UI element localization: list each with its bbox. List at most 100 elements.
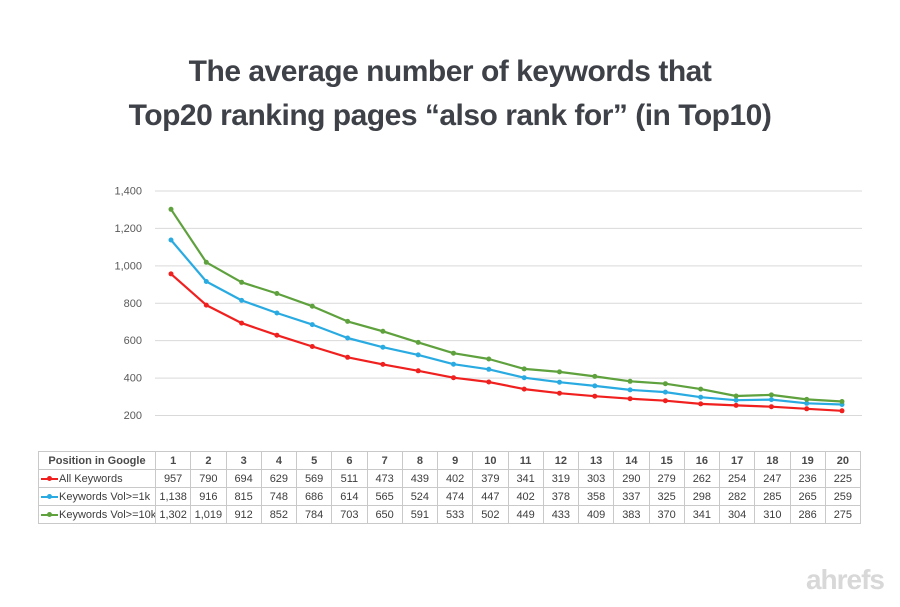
position-header-cell: 18 [754,451,791,470]
data-point [698,386,704,392]
table-row: Keywords Vol>=10k 1,302 1,019 912 852 784 703 6… [38,505,862,524]
value-cell: 912 [225,505,262,524]
value-cell: 298 [683,487,721,506]
data-point [768,397,774,403]
series-line [169,238,844,406]
data-point [592,393,598,399]
y-axis-tick-label: 600 [124,335,142,347]
line-chart: 200 400 600 800 1,000 1,200 1,400 [114,186,862,422]
data-point [309,303,315,309]
value-cell: 447 [472,487,509,506]
value-cell: 247 [754,469,791,488]
value-cell: 784 [295,505,333,524]
data-point [486,356,492,362]
data-point [768,404,774,410]
data-point [239,297,245,303]
data-point [521,375,527,381]
data-point [309,344,315,349]
value-cell: 236 [789,469,826,488]
value-cell: 473 [366,469,403,488]
value-cell: 815 [225,487,262,506]
data-point [486,379,492,385]
value-cell: 409 [577,505,615,524]
series-name: All Keywords [59,472,123,485]
series-legend-cell: All Keywords [38,469,156,488]
value-cell: 225 [824,469,862,488]
data-point [345,335,351,341]
value-cell: 341 [683,505,721,524]
value-cell: 358 [577,487,615,506]
y-axis-tick-label: 1,400 [114,186,142,198]
position-header-cell: 7 [366,451,403,470]
value-cell: 686 [295,487,333,506]
value-cell: 439 [401,469,439,488]
data-point [380,361,386,367]
value-cell: 402 [507,487,544,506]
value-cell: 378 [542,487,580,506]
data-point [592,373,598,379]
data-point [557,379,562,385]
position-header-cell: 6 [331,451,368,470]
value-cell: 290 [613,469,650,488]
value-cell: 319 [542,469,580,488]
data-point [451,361,456,367]
value-cell: 511 [331,469,368,488]
position-header-cell: 10 [472,451,509,470]
value-cell: 591 [401,505,439,524]
data-point [627,387,633,393]
data-point [168,271,174,277]
value-cell: 790 [190,469,227,488]
data-point [239,320,245,326]
value-cell: 279 [648,469,685,488]
data-point [698,401,704,407]
value-cell: 1,302 [154,505,192,524]
series-marker-icon [41,511,58,518]
value-cell: 282 [718,487,756,506]
value-cell: 370 [648,505,685,524]
value-cell: 285 [754,487,791,506]
ahrefs-logo: ahrefs [805,564,885,595]
value-cell: 265 [789,487,826,506]
position-header-cell: 19 [789,451,826,470]
series-legend-cell: Keywords Vol>=1k [38,487,156,506]
data-point [804,396,810,402]
table-row: Keywords Vol>=1k 1,138 916 815 748 686 614 565 5… [38,487,862,506]
position-header-cell: 15 [648,451,685,470]
value-cell: 524 [401,487,439,506]
value-cell: 565 [366,487,403,506]
data-point [168,206,174,212]
data-point [451,375,456,381]
y-axis-tick-label: 1,200 [114,223,142,235]
table-row: All Keywords 957 790 694 629 569 511 473 439 402 3… [38,469,862,488]
value-cell: 275 [824,505,862,524]
position-header-cell: 13 [577,451,615,470]
value-cell: 337 [613,487,650,506]
data-point [345,354,351,360]
data-point [274,310,280,316]
position-header-cell: 9 [436,451,474,470]
data-point [839,408,845,414]
value-cell: 650 [366,505,403,524]
value-cell: 341 [507,469,544,488]
value-cell: 852 [260,505,298,524]
chart-title: The average number of keywords that Top20… [0,50,900,138]
value-cell: 310 [754,505,791,524]
data-point [380,328,386,334]
position-header-cell: 3 [225,451,262,470]
chart-title-line2: Top20 ranking pages “also rank for” (in … [128,99,772,132]
value-cell: 502 [472,505,509,524]
chart-title-line1: The average number of keywords that [188,55,712,88]
data-point [274,291,280,296]
position-header-cell: 1 [154,451,192,470]
position-header-cell: 14 [613,451,650,470]
data-point [733,402,739,408]
position-header-cell: 17 [718,451,756,470]
data-point [203,279,209,284]
data-point [662,389,668,395]
position-header-cell: 11 [507,451,544,470]
position-header-cell: 2 [190,451,227,470]
data-point [451,350,456,356]
value-cell: 304 [718,505,756,524]
y-axis-tick-label: 1,000 [114,260,142,272]
data-point [627,378,633,384]
